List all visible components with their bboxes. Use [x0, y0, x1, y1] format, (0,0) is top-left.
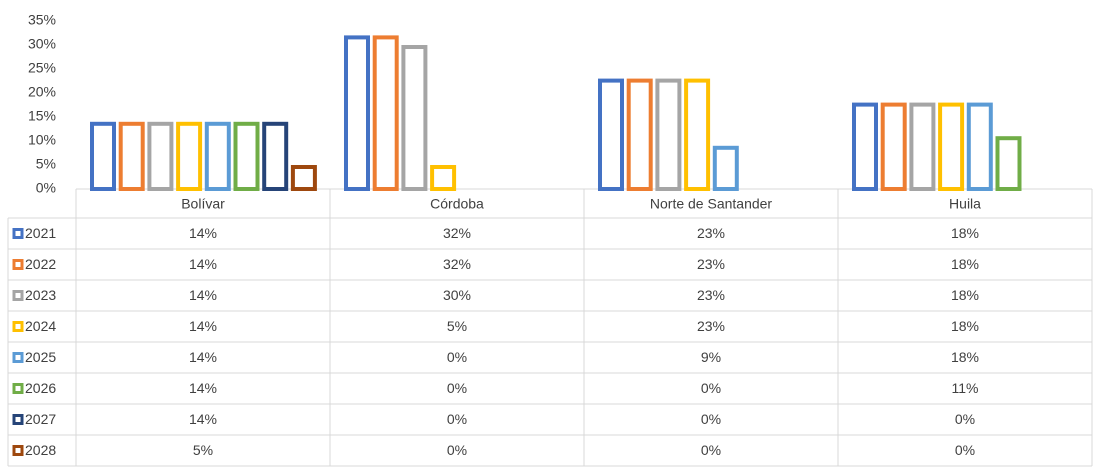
bar [176, 121, 203, 191]
table-cell: 0% [955, 411, 975, 427]
legend-key [12, 228, 24, 239]
table-cell: 0% [447, 442, 467, 458]
table-cell: 0% [447, 411, 467, 427]
bar [909, 102, 936, 191]
legend-label: 2023 [25, 287, 56, 303]
y-tick-label: 35% [28, 12, 56, 28]
bar [90, 121, 116, 191]
bar [290, 165, 317, 191]
bar [204, 121, 231, 191]
table-cell: 5% [447, 318, 467, 334]
table-cell: 30% [443, 287, 471, 303]
legend-label: 2022 [25, 256, 56, 272]
legend-label: 2028 [25, 442, 56, 458]
bar [684, 78, 711, 191]
bar [626, 78, 653, 191]
table-cell: 5% [193, 442, 213, 458]
bar [938, 102, 965, 191]
table-cell: 18% [951, 318, 979, 334]
table-cell: 14% [189, 225, 217, 241]
legend-key [12, 352, 24, 363]
bar [372, 35, 399, 192]
table-cell: 0% [701, 411, 721, 427]
table-cell: 23% [697, 287, 725, 303]
x-tick-label: Norte de Santander [650, 196, 773, 212]
y-tick-label: 25% [28, 60, 56, 76]
table-cell: 14% [189, 380, 217, 396]
table-cell: 0% [447, 380, 467, 396]
legend-label: 2024 [25, 318, 56, 334]
bar [430, 165, 457, 191]
y-tick-label: 20% [28, 84, 56, 100]
legend-key [12, 445, 24, 456]
table-cell: 9% [701, 349, 721, 365]
table-cell: 0% [955, 442, 975, 458]
table-cell: 14% [189, 318, 217, 334]
y-tick-label: 30% [28, 36, 56, 52]
bar [262, 121, 289, 191]
table-cell: 14% [189, 287, 217, 303]
bar [344, 35, 370, 192]
y-tick-label: 10% [28, 132, 56, 148]
y-tick-label: 5% [36, 156, 56, 172]
table-cell: 0% [701, 442, 721, 458]
table-cell: 18% [951, 287, 979, 303]
table-cell: 18% [951, 225, 979, 241]
bar [880, 102, 907, 191]
bar [852, 102, 878, 191]
table-cell: 14% [189, 349, 217, 365]
table-cell: 32% [443, 256, 471, 272]
bar [655, 78, 682, 191]
table-cell: 23% [697, 225, 725, 241]
legend-key [12, 321, 24, 332]
bar [118, 121, 145, 191]
legend-label: 2027 [25, 411, 56, 427]
bar [233, 121, 260, 191]
table-cell: 11% [952, 380, 979, 396]
bar [712, 145, 739, 192]
bar [966, 102, 993, 191]
legend-key [12, 259, 24, 270]
bar [598, 78, 624, 191]
bar [995, 136, 1022, 191]
y-tick-label: 15% [28, 108, 56, 124]
y-tick-label: 0% [36, 180, 56, 196]
x-tick-label: Huila [949, 196, 981, 212]
x-tick-label: Córdoba [430, 196, 484, 212]
legend-label: 2025 [25, 349, 56, 365]
x-tick-label: Bolívar [181, 196, 225, 212]
legend-key [12, 383, 24, 394]
legend-key [12, 290, 24, 301]
legend-key [12, 414, 24, 425]
table-cell: 23% [697, 318, 725, 334]
table-cell: 23% [697, 256, 725, 272]
table-cell: 18% [951, 256, 979, 272]
table-cell: 0% [447, 349, 467, 365]
table-cell: 32% [443, 225, 471, 241]
legend-label: 2026 [25, 380, 56, 396]
table-cell: 14% [189, 256, 217, 272]
bar [401, 45, 428, 191]
bar [147, 121, 174, 191]
table-cell: 14% [189, 411, 217, 427]
legend-label: 2021 [25, 225, 56, 241]
table-cell: 18% [951, 349, 979, 365]
table-cell: 0% [701, 380, 721, 396]
